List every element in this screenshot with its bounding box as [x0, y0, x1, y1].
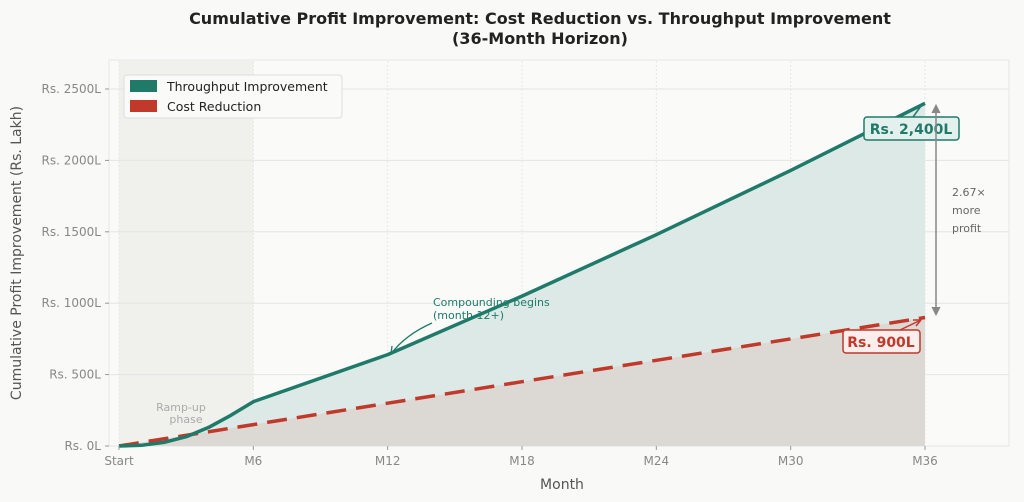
y-tick-label: Rs. 2000L	[42, 153, 102, 167]
compounding-annotation-line2: (month 12+)	[433, 309, 504, 322]
y-tick-label: Rs. 1500L	[42, 225, 102, 239]
ratio-label-line3: profit	[952, 222, 982, 235]
ratio-label-line1: 2.67×	[952, 186, 986, 199]
x-tick-label: M18	[509, 454, 535, 468]
cost-end-label: Rs. 900L	[847, 335, 915, 351]
y-axis-label: Cumulative Profit Improvement (Rs. Lakh)	[9, 106, 25, 400]
legend: Throughput Improvement Cost Reduction	[123, 74, 343, 119]
ratio-arrowhead-top	[931, 103, 941, 114]
throughput-end-label: Rs. 2,400L	[870, 122, 953, 138]
cost-end-pointer	[899, 319, 922, 331]
legend-swatch-throughput	[130, 80, 157, 92]
legend-label-cost-reduction: Cost Reduction	[167, 99, 261, 114]
throughput-end-pointer	[912, 105, 922, 118]
chart-title-line2: (36-Month Horizon)	[452, 29, 628, 48]
cost-end-arrowhead	[913, 319, 922, 327]
y-tick-label: Rs. 1000L	[42, 296, 102, 310]
chart-title-line1: Cumulative Profit Improvement: Cost Redu…	[189, 9, 891, 28]
cost-reduction-line	[118, 315, 926, 448]
throughput-line	[118, 101, 926, 448]
compounding-arrowhead	[390, 345, 399, 355]
legend-label-throughput: Throughput Improvement	[166, 79, 328, 94]
y-tick-label: Rs. 0L	[64, 439, 101, 453]
x-axis: Start M6 M12 M18 M24 M30 M36	[104, 446, 938, 468]
ramp-up-label-line2: phase	[169, 413, 202, 426]
x-axis-label: Month	[540, 477, 584, 493]
x-tick-label: M6	[244, 454, 262, 468]
ratio-arrowhead-bottom	[931, 306, 941, 317]
y-tick-label: Rs. 500L	[49, 368, 101, 382]
x-tick-label: M12	[375, 454, 401, 468]
x-tick-label: Start	[104, 454, 134, 468]
compounding-arrow	[390, 322, 433, 355]
x-tick-label: M30	[778, 454, 804, 468]
ramp-up-shading	[119, 61, 254, 446]
legend-swatch-cost-reduction	[130, 100, 157, 112]
ratio-label-line2: more	[952, 204, 981, 217]
y-axis: Rs. 0L Rs. 500L Rs. 1000L Rs. 1500L Rs. 2000…	[42, 82, 109, 453]
x-tick-label: M36	[912, 454, 938, 468]
x-tick-label: M24	[644, 454, 670, 468]
compounding-annotation-line1: Compounding begins	[433, 296, 550, 309]
ramp-up-label-line1: Ramp-up	[156, 401, 206, 414]
legend-box	[123, 74, 343, 119]
cost-end-label-box	[842, 329, 921, 354]
y-tick-label: Rs. 2500L	[42, 82, 102, 96]
